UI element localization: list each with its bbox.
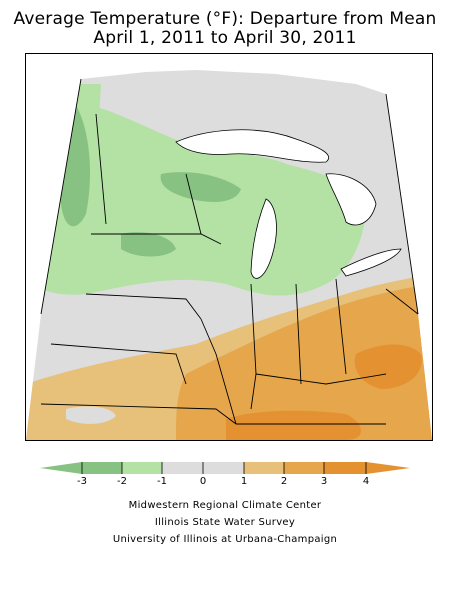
- above-2-to-3-zone: [176, 284, 432, 440]
- above-3-to-4-zone-ohio-valley: [354, 344, 422, 389]
- legend-swatch-minus2-to-minus1: [122, 462, 162, 474]
- lake-michigan: [250, 198, 277, 279]
- legend-swatch-2-to-3: [284, 462, 324, 474]
- legend-tick-label: 1: [240, 476, 248, 487]
- legend-tick-label: -1: [157, 476, 167, 487]
- legend-swatch-above-4: [366, 462, 410, 474]
- map-fill-layer: [26, 70, 432, 440]
- legend-swatch-minus3: [40, 462, 82, 474]
- legend-tick-label: 4: [362, 476, 370, 487]
- credit-line-uiuc: University of Illinois at Urbana-Champai…: [112, 534, 338, 545]
- below-2-to-3-zone-wisconsin: [160, 172, 241, 202]
- lake-huron: [325, 173, 377, 226]
- legend-tick-label: -2: [117, 476, 127, 487]
- legend-tick-marks: [81, 462, 367, 474]
- map-title: Average Temperature (°F): Departure from…: [13, 9, 437, 29]
- legend-swatch-3-to-4: [324, 462, 366, 474]
- legend-swatch-minus3-to-minus2: [82, 462, 122, 474]
- below-2-to-3-zone-iowa: [121, 232, 176, 257]
- above-3-to-4-zone-south: [226, 410, 361, 440]
- legend-tick-label: 0: [199, 476, 207, 487]
- legend-tick-label: -3: [77, 476, 87, 487]
- color-legend: [40, 462, 410, 474]
- legend-tick-label: 3: [320, 476, 328, 487]
- state-boundaries: [40, 78, 419, 425]
- legend-swatch-1-to-2: [244, 462, 284, 474]
- map-subtitle-date-range: April 1, 2011 to April 30, 2011: [93, 28, 357, 48]
- credit-line-mrcc: Midwestern Regional Climate Center: [128, 500, 322, 511]
- credit-line-isws: Illinois State Water Survey: [154, 517, 296, 528]
- legend-tick-label: 2: [280, 476, 288, 487]
- lake-superior: [175, 129, 329, 163]
- near-normal-patch-southwest: [66, 406, 116, 424]
- lake-erie: [340, 248, 402, 277]
- temperature-departure-map: [25, 53, 433, 441]
